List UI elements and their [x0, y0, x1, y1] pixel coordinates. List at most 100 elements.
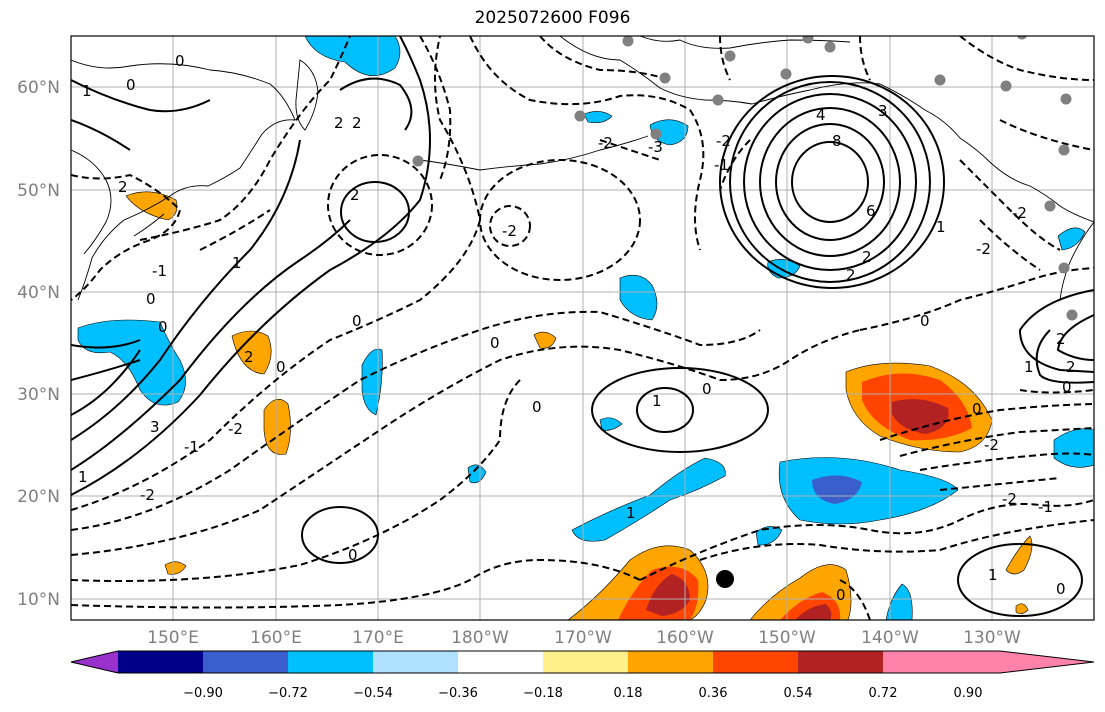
- station-dot: [780, 68, 792, 80]
- colorbar-outline: [70, 650, 1095, 674]
- station-dot: [824, 41, 836, 53]
- contour-label: 2: [118, 178, 128, 196]
- map-title: 2025072600 F096: [474, 8, 631, 28]
- coast-asia: [71, 59, 296, 301]
- station-dot: [712, 94, 724, 106]
- shade-blue-east-22n: [1053, 428, 1094, 468]
- shade-orange-27n: [263, 398, 291, 455]
- shade-blue-small-4: [885, 583, 913, 620]
- contour-label: 0: [1056, 580, 1066, 598]
- station-dot: [934, 74, 946, 86]
- coast-kamchatka: [295, 59, 319, 131]
- shade-darkred-south-160w: [646, 574, 690, 616]
- coast-north-america: [1059, 221, 1094, 301]
- contour-label: -2: [228, 420, 243, 438]
- plot-frame: [70, 35, 1095, 621]
- contour-label: 3: [150, 418, 160, 436]
- colorbar-bin: [458, 651, 543, 673]
- contours-negative: [71, 36, 1094, 620]
- contour-label: 4: [816, 106, 826, 124]
- lon-label: 130°W: [963, 628, 1021, 648]
- latitude-labels: 60°N 50°N 40°N 30°N 20°N 10°N: [17, 78, 60, 610]
- contour-labels: 0 0 1 2 -1 0 1 2 2 2 0 2 0 0 3 -1 -2 -2 …: [78, 52, 1076, 604]
- contour-label: 1: [232, 254, 242, 272]
- contour-label: 0: [146, 290, 156, 308]
- shade-orange-12n: [164, 561, 187, 575]
- contour-label: -2: [984, 436, 999, 454]
- contour-label: -2: [1012, 204, 1027, 222]
- contour-label: 1: [652, 392, 662, 410]
- colorbar-bin: [628, 651, 713, 673]
- shade-darkred-east-29n: [892, 399, 949, 434]
- contour-label: -2: [1002, 490, 1017, 508]
- shade-blue-east-45n: [1057, 227, 1086, 251]
- contour-label: 0: [175, 52, 185, 70]
- contour-label: -2: [140, 486, 155, 504]
- station-dot: [1058, 262, 1070, 274]
- contour-label: 2: [244, 348, 254, 366]
- station-dot: [622, 36, 634, 47]
- shade-orange-35n: [533, 331, 557, 349]
- colorbar-bin: [713, 651, 798, 673]
- contour-label: 1: [82, 82, 92, 100]
- shade-blue-31n: [361, 348, 383, 416]
- shade-orange-east-14n: [1005, 535, 1033, 575]
- contour-label: 3: [878, 102, 888, 120]
- coast-alaska-north: [639, 36, 851, 49]
- contour-label: 8: [832, 132, 842, 150]
- contour-label: 0: [1062, 378, 1072, 396]
- station-dot: [659, 72, 671, 84]
- lon-label: 160°E: [250, 628, 302, 648]
- contour-label: 1: [988, 566, 998, 584]
- station-dot: [1016, 36, 1028, 40]
- shade-blue-39n: [619, 274, 658, 321]
- shade-darkred-south-150w: [795, 604, 832, 620]
- contour-label: 0: [920, 312, 930, 330]
- colorbar-bin: [118, 651, 203, 673]
- station-dot: [1058, 144, 1070, 156]
- contour-label: 2: [1056, 330, 1066, 348]
- contour-label: -2: [976, 240, 991, 258]
- contour-label: 6: [866, 202, 876, 220]
- shade-orange-east-9n: [1015, 603, 1029, 614]
- shade-blue-18n-chain: [571, 457, 726, 542]
- station-dot: [724, 50, 736, 62]
- station-dot: [1044, 200, 1056, 212]
- colorbar-label: −0.54: [353, 686, 393, 701]
- station-dot: [802, 36, 814, 44]
- lat-label: 10°N: [17, 590, 60, 610]
- shade-mid-blue-20n: [812, 475, 862, 504]
- colorbar-bin: [798, 651, 883, 673]
- storm-position-marker: [716, 570, 734, 588]
- longitude-labels: 150°E 160°E 170°E 180°W 170°W 160°W 150°…: [147, 628, 1021, 648]
- lon-label: 140°W: [861, 628, 919, 648]
- station-dot: [650, 128, 662, 140]
- colorbar-label: 0.90: [954, 686, 983, 701]
- colorbar: −0.90 −0.72 −0.54 −0.36 −0.18 0.18 0.36 …: [70, 650, 1095, 701]
- lat-label: 50°N: [17, 181, 60, 201]
- coast-alaska: [559, 36, 1094, 223]
- contour-label: -2: [502, 222, 517, 240]
- shade-orange-34n: [231, 330, 272, 375]
- contour-label: 0: [972, 400, 982, 418]
- contour-label: 0: [532, 398, 542, 416]
- contour-label: 0: [126, 76, 136, 94]
- contour-label: -1: [714, 156, 729, 174]
- lat-label: 20°N: [17, 487, 60, 507]
- contour-label: 1: [78, 468, 88, 486]
- contour-label: 0: [702, 380, 712, 398]
- colorbar-label: −0.36: [438, 686, 478, 701]
- station-dot: [1066, 309, 1078, 321]
- gridlines: [71, 36, 1094, 620]
- contour-label: 2: [350, 186, 360, 204]
- lon-label: 150°E: [147, 628, 199, 648]
- contour-label: 2: [846, 266, 856, 284]
- shade-blue-small-1: [467, 464, 487, 484]
- lon-label: 170°W: [554, 628, 612, 648]
- contour-label: 1: [626, 504, 636, 522]
- lat-label: 30°N: [17, 385, 60, 405]
- colorbar-label: −0.72: [268, 686, 308, 701]
- contour-label: 2: [1066, 358, 1076, 376]
- shade-blue-small-3: [755, 526, 783, 546]
- contour-label: 2: [334, 114, 344, 132]
